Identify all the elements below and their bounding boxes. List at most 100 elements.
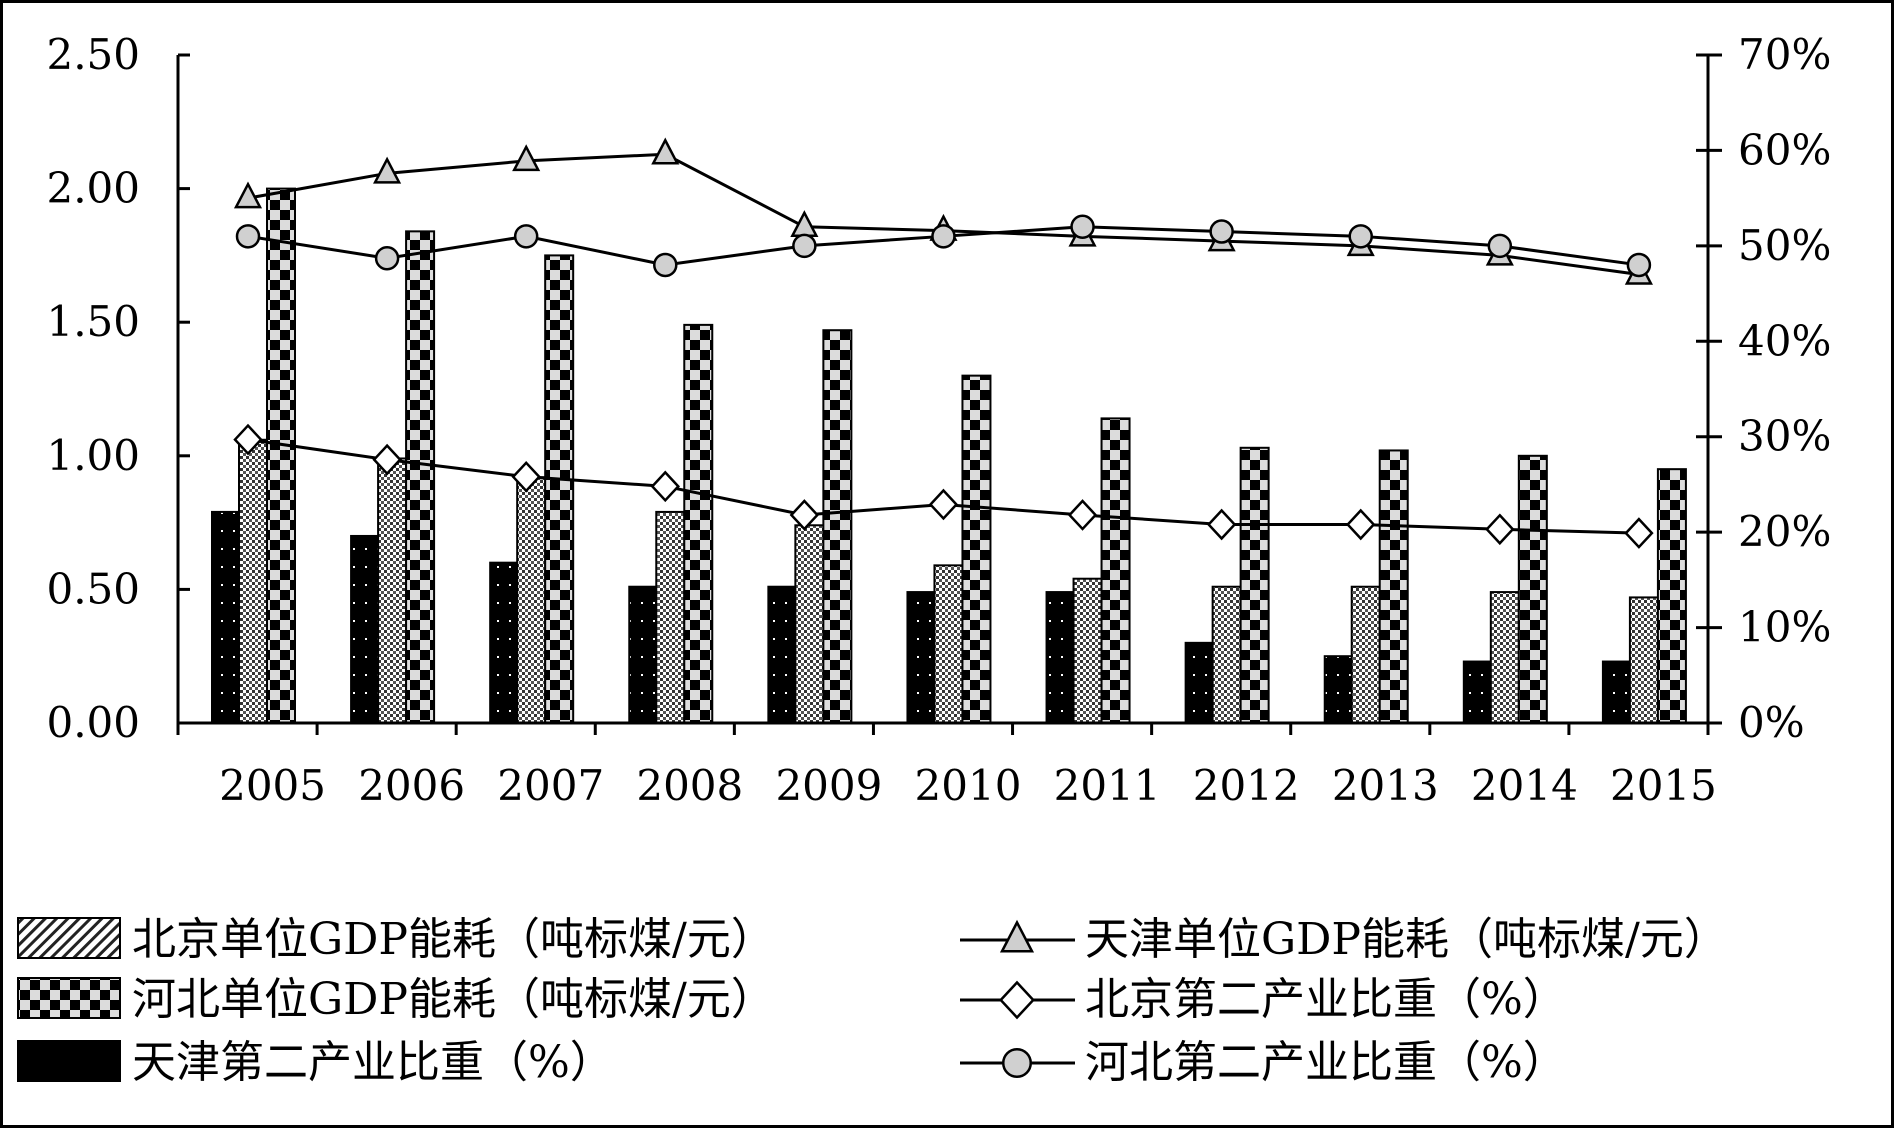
bar-checker-2015 bbox=[1656, 468, 1687, 724]
bar-checker-2013 bbox=[1378, 449, 1409, 724]
right-y-tick-label: 40% bbox=[1738, 316, 1831, 365]
triangle-marker-2009 bbox=[790, 210, 819, 238]
diamond-marker-2012 bbox=[1206, 508, 1237, 541]
circle-marker-2007 bbox=[513, 224, 539, 249]
bar-stipple-2005 bbox=[238, 438, 268, 724]
legend-label: 天津第二产业比重（%） bbox=[132, 1037, 614, 1088]
bar-stipple-2006 bbox=[377, 457, 408, 724]
bar-checker-2014 bbox=[1517, 454, 1548, 724]
bar-black-dots-2013 bbox=[1323, 655, 1354, 725]
legend-label: 北京第二产业比重（%） bbox=[1085, 974, 1567, 1025]
bar-stipple-2014 bbox=[1489, 591, 1520, 725]
bar-stipple-2007 bbox=[516, 476, 547, 724]
diamond-marker-2005 bbox=[233, 423, 263, 456]
x-tick-label-2008: 2008 bbox=[636, 761, 743, 810]
x-tick-label-2013: 2013 bbox=[1332, 761, 1439, 810]
left-y-tick-label: 1.50 bbox=[46, 297, 140, 346]
diamond-marker-2015 bbox=[1624, 517, 1654, 549]
bar-stipple-2013 bbox=[1350, 585, 1381, 725]
x-tick-label-2006: 2006 bbox=[358, 761, 465, 810]
legend-marker-triangle bbox=[999, 919, 1035, 953]
legend-marker-circle bbox=[1002, 1048, 1032, 1078]
bar-black-dots-2012 bbox=[1184, 641, 1215, 725]
right-y-tick-label: 20% bbox=[1738, 507, 1831, 556]
right-y-tick-label: 0% bbox=[1738, 698, 1805, 747]
left-y-tick-label: 0.50 bbox=[46, 564, 140, 613]
bar-checker-2011 bbox=[1100, 417, 1131, 724]
circle-marker-2010 bbox=[931, 224, 956, 249]
x-tick-label-2005: 2005 bbox=[219, 761, 326, 810]
circle-marker-2006 bbox=[374, 246, 400, 271]
bar-black-dots-2009 bbox=[767, 585, 798, 725]
axes-layer: 0.00 0.50 1.00 1.50 2.00 2.50 0% 10% 20% 30% 40% 50… bbox=[46, 30, 1831, 810]
bar-black-dots-2008 bbox=[628, 585, 659, 725]
left-y-tick-label: 1.00 bbox=[46, 431, 140, 480]
legend-label: 河北第二产业比重（%） bbox=[1085, 1037, 1567, 1088]
triangle-marker-2006 bbox=[373, 156, 402, 184]
legend-swatch-hatch bbox=[17, 917, 121, 959]
circle-marker-2008 bbox=[653, 252, 678, 278]
bar-checker-2009 bbox=[822, 329, 853, 724]
circle-marker-2005 bbox=[235, 224, 261, 249]
right-y-tick-label: 30% bbox=[1738, 412, 1831, 461]
right-y-tick-label: 50% bbox=[1738, 221, 1831, 270]
bar-stipple-2011 bbox=[1072, 577, 1103, 724]
left-y-tick-label: 2.50 bbox=[46, 30, 140, 79]
bar-checker-2012 bbox=[1239, 446, 1270, 724]
diamond-marker-2009 bbox=[789, 499, 820, 531]
line-layer bbox=[233, 137, 1654, 549]
bar-checker-2005 bbox=[266, 187, 296, 725]
x-tick-label-2012: 2012 bbox=[1193, 761, 1300, 810]
bar-checker-2007 bbox=[544, 254, 575, 724]
triangle-marker-2007 bbox=[512, 144, 541, 172]
bar-checker-2006 bbox=[405, 230, 436, 725]
legend-swatch-checker bbox=[17, 977, 121, 1019]
x-tick-label-2010: 2010 bbox=[915, 761, 1022, 810]
bar-black-dots-2014 bbox=[1462, 660, 1493, 725]
bar-black-dots-2011 bbox=[1045, 591, 1076, 725]
bar-stipple-2012 bbox=[1211, 585, 1242, 725]
x-tick-label-2009: 2009 bbox=[775, 761, 882, 810]
bar-stipple-2008 bbox=[655, 510, 686, 724]
bar-stipple-2015 bbox=[1628, 596, 1659, 725]
legend-label: 北京单位GDP能耗（吨标煤/元） bbox=[132, 914, 775, 965]
bar-stipple-2009 bbox=[794, 524, 825, 724]
left-y-tick-label: 2.00 bbox=[46, 164, 140, 213]
x-tick-label-2015: 2015 bbox=[1610, 761, 1717, 810]
bar-black-dots-2007 bbox=[489, 561, 520, 724]
x-tick-label-2007: 2007 bbox=[497, 761, 604, 810]
diamond-marker-2013 bbox=[1346, 508, 1376, 541]
left-y-tick-label: 0.00 bbox=[46, 698, 140, 747]
legend-marker-diamond bbox=[999, 980, 1035, 1020]
diamond-marker-2010 bbox=[928, 488, 959, 521]
legend-swatch-solid bbox=[17, 1040, 121, 1082]
diamond-marker-2006 bbox=[372, 443, 402, 476]
x-tick-label-2011: 2011 bbox=[1054, 761, 1161, 810]
bar-black-dots-2015 bbox=[1601, 660, 1632, 725]
legend-label: 天津单位GDP能耗（吨标煤/元） bbox=[1085, 914, 1728, 965]
diamond-marker-2014 bbox=[1485, 513, 1515, 546]
diamond-marker-2011 bbox=[1067, 499, 1098, 531]
legend-label: 河北单位GDP能耗（吨标煤/元） bbox=[132, 974, 775, 1025]
x-tick-label-2014: 2014 bbox=[1471, 761, 1578, 810]
bar-black-dots-2006 bbox=[350, 534, 381, 725]
circle-marker-2012 bbox=[1209, 219, 1234, 244]
circle-marker-2015 bbox=[1626, 252, 1652, 278]
legend: 北京单位GDP能耗（吨标煤/元） 天津单位GDP能耗（吨标煤/元） 河北单位GDP能… bbox=[17, 914, 1728, 1088]
circle-marker-2011 bbox=[1070, 214, 1095, 240]
right-y-tick-label: 10% bbox=[1738, 603, 1831, 652]
bar-checker-2008 bbox=[683, 323, 714, 724]
bar-layer bbox=[211, 187, 1687, 725]
diamond-marker-2008 bbox=[650, 470, 680, 503]
right-y-tick-label: 60% bbox=[1738, 125, 1831, 174]
triangle-marker-2005 bbox=[233, 181, 263, 209]
right-y-tick-label: 70% bbox=[1738, 30, 1831, 79]
circle-marker-2014 bbox=[1487, 233, 1513, 259]
bar-checker-2010 bbox=[961, 374, 992, 724]
circle-marker-2013 bbox=[1348, 224, 1373, 249]
bar-black-dots-2005 bbox=[211, 510, 241, 724]
bar-stipple-2010 bbox=[933, 564, 964, 724]
